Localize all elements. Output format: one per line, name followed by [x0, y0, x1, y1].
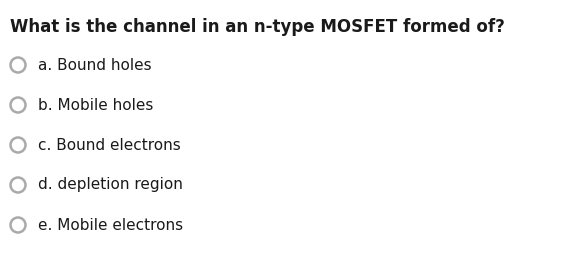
Text: b. Mobile holes: b. Mobile holes	[38, 98, 153, 113]
Text: What is the channel in an n-type MOSFET formed of?: What is the channel in an n-type MOSFET …	[10, 18, 505, 36]
Text: a. Bound holes: a. Bound holes	[38, 58, 152, 73]
Text: d. depletion region: d. depletion region	[38, 178, 183, 193]
Text: c. Bound electrons: c. Bound electrons	[38, 138, 181, 153]
Text: e. Mobile electrons: e. Mobile electrons	[38, 218, 183, 233]
